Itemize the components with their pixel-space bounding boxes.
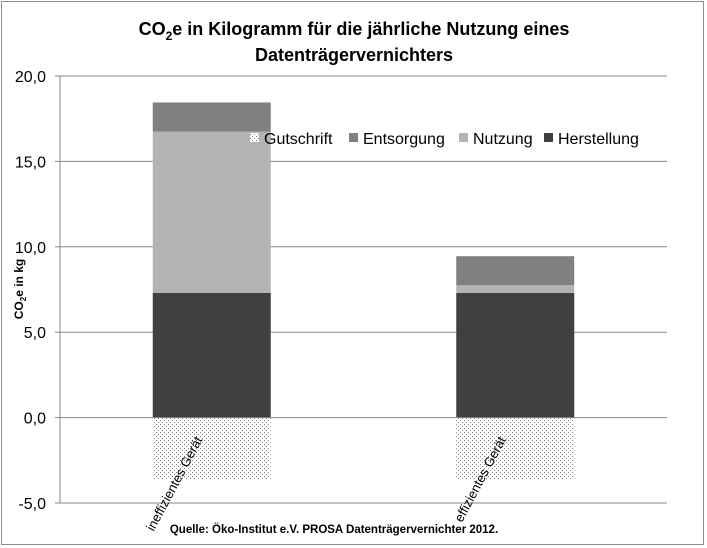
legend-label: Gutschrift <box>264 131 333 148</box>
bar-segment-entsorgung <box>152 102 271 132</box>
legend-swatch <box>544 133 553 142</box>
chart-title-line1: CO2e in Kilogramm für die jährliche Nutz… <box>139 19 570 43</box>
bar-segment-nutzung <box>456 285 575 293</box>
legend-swatch <box>349 133 358 142</box>
chart-title-line2: Datenträgervernichters <box>255 45 453 65</box>
source-note: Quelle: Öko-Institut e.V. PROSA Datenträ… <box>170 523 498 536</box>
y-tick-label: 10,0 <box>15 240 46 257</box>
legend: Gutschrift Entsorgung Nutzung Herstellung <box>250 131 639 148</box>
y-tick-label: -5,0 <box>18 496 46 513</box>
y-axis-title: CO2e in kg <box>12 259 28 319</box>
bar-segment-herstellung <box>456 292 575 418</box>
legend-label: Entsorgung <box>363 131 445 148</box>
bar-segment-gutschrift <box>456 417 575 480</box>
bar-segment-gutschrift <box>152 417 271 480</box>
bar-segment-nutzung <box>152 131 271 293</box>
y-tick-label: 0,0 <box>24 411 46 428</box>
bar-segment-herstellung <box>152 292 271 418</box>
bar-segment-entsorgung <box>456 256 575 286</box>
y-tick-label: 15,0 <box>15 154 46 171</box>
y-tick-label: 5,0 <box>24 325 46 342</box>
y-tick-label: 20,0 <box>15 69 46 86</box>
legend-label: Nutzung <box>473 131 533 148</box>
legend-swatch <box>250 133 259 142</box>
legend-label: Herstellung <box>558 131 639 148</box>
legend-swatch <box>459 133 468 142</box>
bars <box>152 102 575 480</box>
